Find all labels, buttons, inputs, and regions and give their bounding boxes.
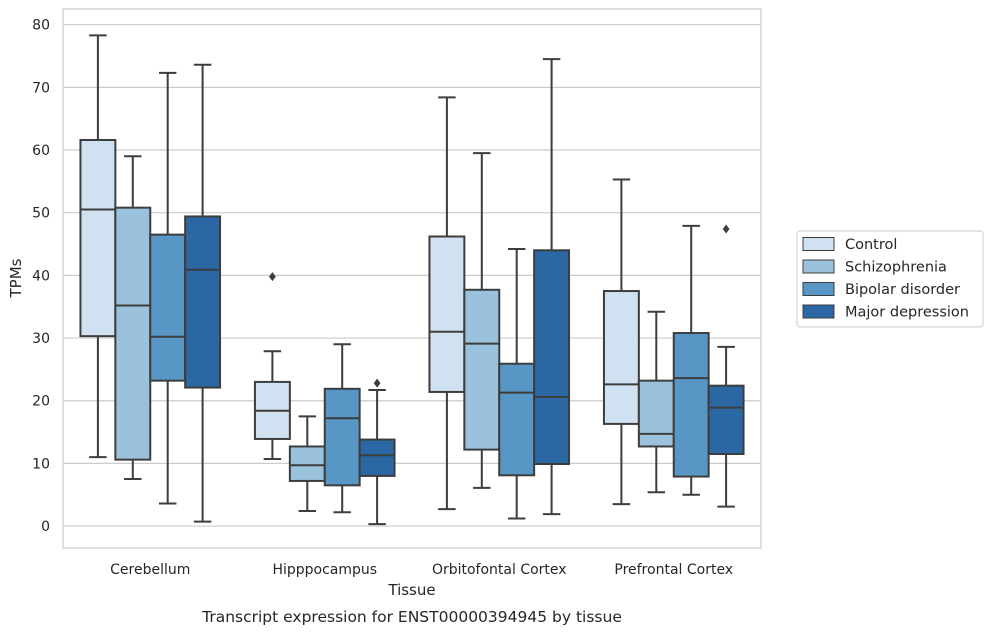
box-orbitofontal-cortex-major-depression (533, 58, 571, 516)
x-tick-label-prefrontal-cortex: Prefrontal Cortex (614, 562, 733, 578)
outlier-point (269, 272, 276, 282)
box-prefrontal-cortex-major-depression (707, 224, 745, 508)
legend-swatch (802, 259, 835, 274)
legend-entry-major-depression: Major depression (802, 304, 969, 321)
box-orbitofontal-cortex-schizophrenia (463, 152, 501, 489)
legend-label: Schizophrenia (845, 260, 947, 276)
legend-entry-control: Control (802, 237, 897, 253)
iqr-box (79, 138, 117, 338)
iqr-box (149, 233, 187, 382)
outlier-point (373, 378, 381, 388)
x-tick-label-hipppocampus: Hipppocampus (272, 562, 377, 578)
legend-swatch (802, 304, 835, 319)
legend-entry-schizophrenia: Schizophrenia (802, 259, 947, 276)
x-axis-label: Tissue (387, 581, 435, 599)
y-tick-label-10: 10 (32, 456, 50, 472)
iqr-box (533, 249, 571, 466)
iqr-box (637, 379, 675, 448)
y-tick-label-30: 30 (32, 331, 50, 347)
iqr-box (288, 445, 326, 482)
box-orbitofontal-cortex-control (428, 96, 466, 511)
x-tick-labels: Cerebellum Hipppocampus Orbitofontal Corte… (110, 562, 733, 578)
iqr-box (358, 438, 396, 477)
box-prefrontal-cortex-control (602, 178, 640, 506)
legend-entries: Control Schizophrenia Bipolar disorder Majo… (802, 237, 969, 321)
iqr-box (707, 384, 745, 455)
iqr-box (428, 235, 466, 393)
iqr-box (184, 215, 222, 389)
iqr-box (602, 290, 640, 425)
box-prefrontal-cortex-schizophrenia (637, 310, 675, 494)
chart-caption: Transcript expression for ENST0000039494… (201, 608, 622, 626)
legend-swatch (802, 237, 835, 251)
legend: Control Schizophrenia Bipolar disorder Majo… (796, 230, 984, 328)
legend-label: Bipolar disorder (845, 282, 960, 298)
plot-frame (62, 8, 762, 549)
legend-frame (796, 230, 984, 328)
y-tick-label-70: 70 (32, 80, 50, 96)
y-tick-label-60: 60 (32, 143, 50, 159)
y-tick-label-20: 20 (32, 394, 50, 410)
iqr-box (498, 362, 536, 477)
box-hipppocampus-control (253, 272, 291, 461)
iqr-box (323, 387, 361, 487)
y-tick-label-80: 80 (32, 18, 50, 34)
box-hipppocampus-schizophrenia (288, 415, 326, 513)
box-hipppocampus-bipolar-disorder (323, 343, 361, 514)
box-cerebellum-control (79, 34, 117, 459)
legend-swatch (802, 282, 835, 296)
x-tick-label-orbitofontal-cortex: Orbitofontal Cortex (432, 562, 567, 578)
y-tick-label-40: 40 (32, 268, 50, 284)
iqr-box (463, 288, 501, 451)
legend-label: Control (845, 237, 897, 253)
y-tick-label-0: 0 (41, 519, 50, 535)
y-tick-labels: 0 10 20 30 40 50 60 70 80 (32, 18, 50, 535)
box-orbitofontal-cortex-bipolar-disorder (498, 248, 536, 520)
iqr-box (114, 206, 152, 461)
box-hipppocampus-major-depression (358, 378, 396, 526)
outlier-point (722, 224, 730, 234)
legend-entry-bipolar-disorder: Bipolar disorder (802, 282, 960, 298)
box-cerebellum-bipolar-disorder (149, 71, 187, 505)
box-cerebellum-schizophrenia (114, 155, 152, 481)
y-tick-label-50: 50 (32, 206, 50, 222)
legend-label: Major depression (845, 305, 969, 321)
x-tick-label-cerebellum: Cerebellum (110, 562, 190, 578)
iqr-box (672, 332, 710, 478)
box-prefrontal-cortex-bipolar-disorder (672, 224, 710, 496)
y-axis-label: TPMs (7, 258, 25, 298)
boxes (79, 34, 745, 526)
box-cerebellum-major-depression (184, 63, 222, 523)
